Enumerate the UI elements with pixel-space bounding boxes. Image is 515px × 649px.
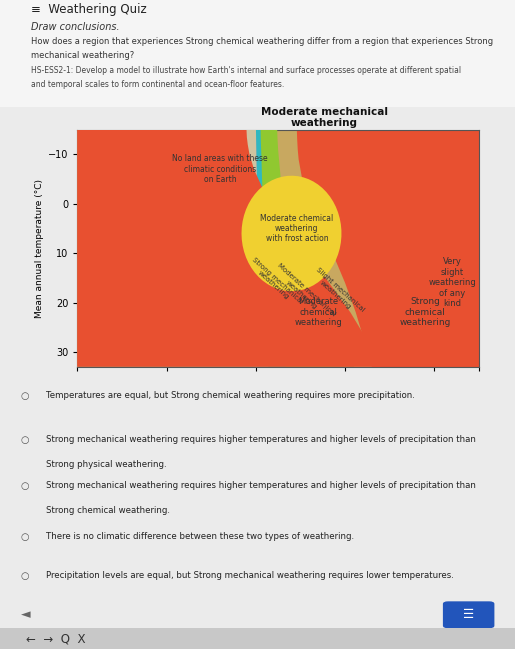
Text: ○: ○ bbox=[21, 435, 29, 445]
Text: Precipitation levels are equal, but Strong mechanical weathering requires lower : Precipitation levels are equal, but Stro… bbox=[46, 570, 454, 580]
X-axis label: Mean annual precipitation (mm): Mean annual precipitation (mm) bbox=[183, 390, 373, 400]
Text: Moderate
chemical
weathering: Moderate chemical weathering bbox=[295, 297, 342, 327]
Text: HS-ESS2-1: Develop a model to illustrate how Earth's internal and surface proces: HS-ESS2-1: Develop a model to illustrate… bbox=[31, 66, 461, 75]
Y-axis label: Mean annual temperature (°C): Mean annual temperature (°C) bbox=[35, 178, 44, 318]
Text: There is no climatic difference between these two types of weathering.: There is no climatic difference between … bbox=[46, 532, 354, 541]
Text: Very
slight
weathering
of any
kind: Very slight weathering of any kind bbox=[428, 258, 476, 308]
Text: Strong physical weathering.: Strong physical weathering. bbox=[46, 460, 167, 469]
Text: ○: ○ bbox=[21, 481, 29, 491]
Text: ☰: ☰ bbox=[463, 608, 474, 622]
Polygon shape bbox=[77, 130, 333, 367]
Polygon shape bbox=[77, 130, 479, 367]
Polygon shape bbox=[77, 130, 354, 367]
Text: mechanical weathering?: mechanical weathering? bbox=[31, 51, 134, 60]
Polygon shape bbox=[77, 130, 381, 367]
Text: Moderate mechanical
weathering: Moderate mechanical weathering bbox=[261, 106, 388, 129]
Text: ◄: ◄ bbox=[21, 607, 30, 620]
Polygon shape bbox=[77, 130, 479, 367]
Text: Draw conclusions.: Draw conclusions. bbox=[31, 23, 119, 32]
Polygon shape bbox=[77, 130, 372, 367]
FancyBboxPatch shape bbox=[443, 602, 494, 628]
Text: Temperatures are equal, but Strong chemical weathering requires more precipitati: Temperatures are equal, but Strong chemi… bbox=[46, 391, 415, 400]
Text: Strong mechanical weathering requires higher temperatures and higher levels of p: Strong mechanical weathering requires hi… bbox=[46, 481, 476, 490]
Text: ○: ○ bbox=[21, 570, 29, 581]
Text: Strong mechanical
weathering: Strong mechanical weathering bbox=[247, 256, 304, 310]
Text: Strong chemical weathering.: Strong chemical weathering. bbox=[46, 506, 170, 515]
Text: Strong
chemical
weathering: Strong chemical weathering bbox=[400, 297, 451, 327]
Text: ○: ○ bbox=[21, 532, 29, 542]
Text: How does a region that experiences Strong chemical weathering differ from a regi: How does a region that experiences Stron… bbox=[31, 38, 493, 47]
Text: ←  →  Q  X: ← → Q X bbox=[26, 632, 85, 645]
Text: Moderate mechanical
weathering: Moderate mechanical weathering bbox=[271, 263, 336, 323]
Text: ○: ○ bbox=[21, 391, 29, 401]
Text: Strong mechanical weathering requires higher temperatures and higher levels of p: Strong mechanical weathering requires hi… bbox=[46, 435, 476, 444]
Polygon shape bbox=[77, 130, 268, 367]
Text: ≡  Weathering Quiz: ≡ Weathering Quiz bbox=[31, 3, 147, 16]
Text: Slight mechanical
weathering: Slight mechanical weathering bbox=[311, 267, 366, 319]
Text: Moderate chemical
weathering
with frost action: Moderate chemical weathering with frost … bbox=[260, 214, 334, 243]
Text: No land areas with these
climatic conditions
on Earth: No land areas with these climatic condit… bbox=[172, 154, 268, 184]
Text: and temporal scales to form continental and ocean-floor features.: and temporal scales to form continental … bbox=[31, 80, 284, 90]
Polygon shape bbox=[77, 130, 268, 367]
Polygon shape bbox=[242, 176, 341, 291]
Polygon shape bbox=[77, 130, 286, 367]
